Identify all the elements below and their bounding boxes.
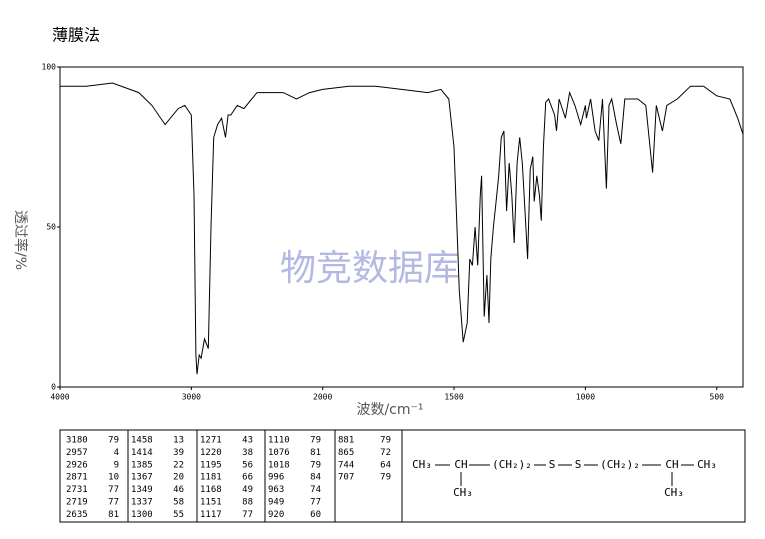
peak-wavenumber: 963	[268, 485, 284, 495]
structure-formula: CH₃ CH (CH₂)₂ S S (CH₂)₂ CH CH₃ CH₃ CH₃	[412, 458, 717, 499]
formula-group: CH₃	[697, 458, 717, 471]
peak-transmittance: 79	[310, 460, 321, 470]
formula-branch: CH₃	[453, 486, 473, 499]
peak-transmittance: 79	[310, 436, 321, 446]
peak-wavenumber: 1367	[131, 473, 153, 483]
formula-group: S	[549, 458, 556, 471]
x-tick-label: 1000	[576, 393, 595, 402]
peak-transmittance: 60	[310, 510, 321, 520]
peak-wavenumber: 1076	[268, 448, 290, 458]
x-tick-label: 3000	[182, 393, 201, 402]
peak-wavenumber: 2719	[66, 498, 88, 508]
peak-transmittance: 77	[108, 498, 119, 508]
peak-wavenumber: 1414	[131, 448, 153, 458]
peak-transmittance: 39	[173, 448, 184, 458]
peak-transmittance: 22	[173, 460, 184, 470]
peak-wavenumber: 1110	[268, 436, 290, 446]
peak-transmittance: 74	[310, 485, 321, 495]
formula-group: CH	[454, 458, 467, 471]
peak-wavenumber: 1168	[200, 485, 222, 495]
peak-wavenumber: 1300	[131, 510, 153, 520]
peak-wavenumber: 1337	[131, 498, 153, 508]
peak-transmittance: 84	[310, 473, 321, 483]
y-tick-label: 100	[42, 63, 57, 72]
peak-transmittance: 4	[114, 448, 119, 458]
peak-transmittance: 77	[108, 485, 119, 495]
peak-transmittance: 66	[242, 473, 253, 483]
peak-wavenumber: 881	[338, 436, 354, 446]
x-tick-label: 500	[710, 393, 725, 402]
peak-wavenumber: 2731	[66, 485, 88, 495]
peak-wavenumber: 949	[268, 498, 284, 508]
formula-group: CH	[665, 458, 678, 471]
peak-transmittance: 46	[173, 485, 184, 495]
peak-wavenumber: 1181	[200, 473, 222, 483]
peak-transmittance: 64	[380, 460, 391, 470]
peak-transmittance: 58	[173, 498, 184, 508]
peak-table: 3180 79 2957 4 2926 9 2871 10 2731 77 2719 77 2635 81…	[66, 430, 403, 522]
watermark: 物竞数据库	[280, 248, 460, 289]
peak-wavenumber: 1271	[200, 436, 222, 446]
peak-transmittance: 20	[173, 473, 184, 483]
y-tick-label: 0	[51, 383, 56, 392]
x-tick-label: 4000	[50, 393, 69, 402]
peak-transmittance: 79	[380, 473, 391, 483]
peak-wavenumber: 1151	[200, 498, 222, 508]
peak-transmittance: 72	[380, 448, 391, 458]
peak-wavenumber: 1349	[131, 485, 153, 495]
spectrum-line	[60, 82, 744, 375]
peak-wavenumber: 744	[338, 460, 354, 470]
peak-wavenumber: 996	[268, 473, 284, 483]
peak-transmittance: 88	[242, 498, 253, 508]
peak-wavenumber: 865	[338, 448, 354, 458]
formula-group: (CH₂)₂	[492, 458, 532, 471]
peak-transmittance: 9	[114, 460, 119, 470]
peak-wavenumber: 1220	[200, 448, 222, 458]
peak-transmittance: 56	[242, 460, 253, 470]
y-axis-label: 透过率/%	[12, 210, 29, 270]
peak-wavenumber: 1018	[268, 460, 290, 470]
peak-transmittance: 10	[108, 473, 119, 483]
peak-transmittance: 55	[173, 510, 184, 520]
peak-wavenumber: 1385	[131, 460, 153, 470]
peak-transmittance: 77	[242, 510, 253, 520]
peak-transmittance: 43	[242, 436, 253, 446]
formula-group: (CH₂)₂	[600, 458, 640, 471]
peak-wavenumber: 1117	[200, 510, 222, 520]
peak-wavenumber: 2957	[66, 448, 88, 458]
peak-wavenumber: 1458	[131, 436, 153, 446]
peak-wavenumber: 707	[338, 473, 354, 483]
x-tick-label: 2000	[313, 393, 332, 402]
peak-transmittance: 13	[173, 436, 184, 446]
formula-group: S	[575, 458, 582, 471]
formula-branch: CH₃	[664, 486, 684, 499]
peak-wavenumber: 1195	[200, 460, 222, 470]
peak-transmittance: 77	[310, 498, 321, 508]
peak-transmittance: 81	[310, 448, 321, 458]
y-tick-label: 50	[46, 223, 56, 232]
peak-wavenumber: 3180	[66, 436, 88, 446]
peak-transmittance: 79	[108, 436, 119, 446]
formula-group: CH₃	[412, 458, 432, 471]
x-axis-label: 波数/cm⁻¹	[356, 402, 423, 418]
x-tick-label: 1500	[444, 393, 463, 402]
chart-title: 薄膜法	[52, 26, 100, 45]
peak-transmittance: 38	[242, 448, 253, 458]
peak-transmittance: 81	[108, 510, 119, 520]
peak-wavenumber: 920	[268, 510, 284, 520]
peak-wavenumber: 2635	[66, 510, 88, 520]
plot-frame	[59, 66, 744, 388]
peak-transmittance: 49	[242, 485, 253, 495]
peak-wavenumber: 2926	[66, 460, 88, 470]
peak-wavenumber: 2871	[66, 473, 88, 483]
peak-transmittance: 79	[380, 436, 391, 446]
